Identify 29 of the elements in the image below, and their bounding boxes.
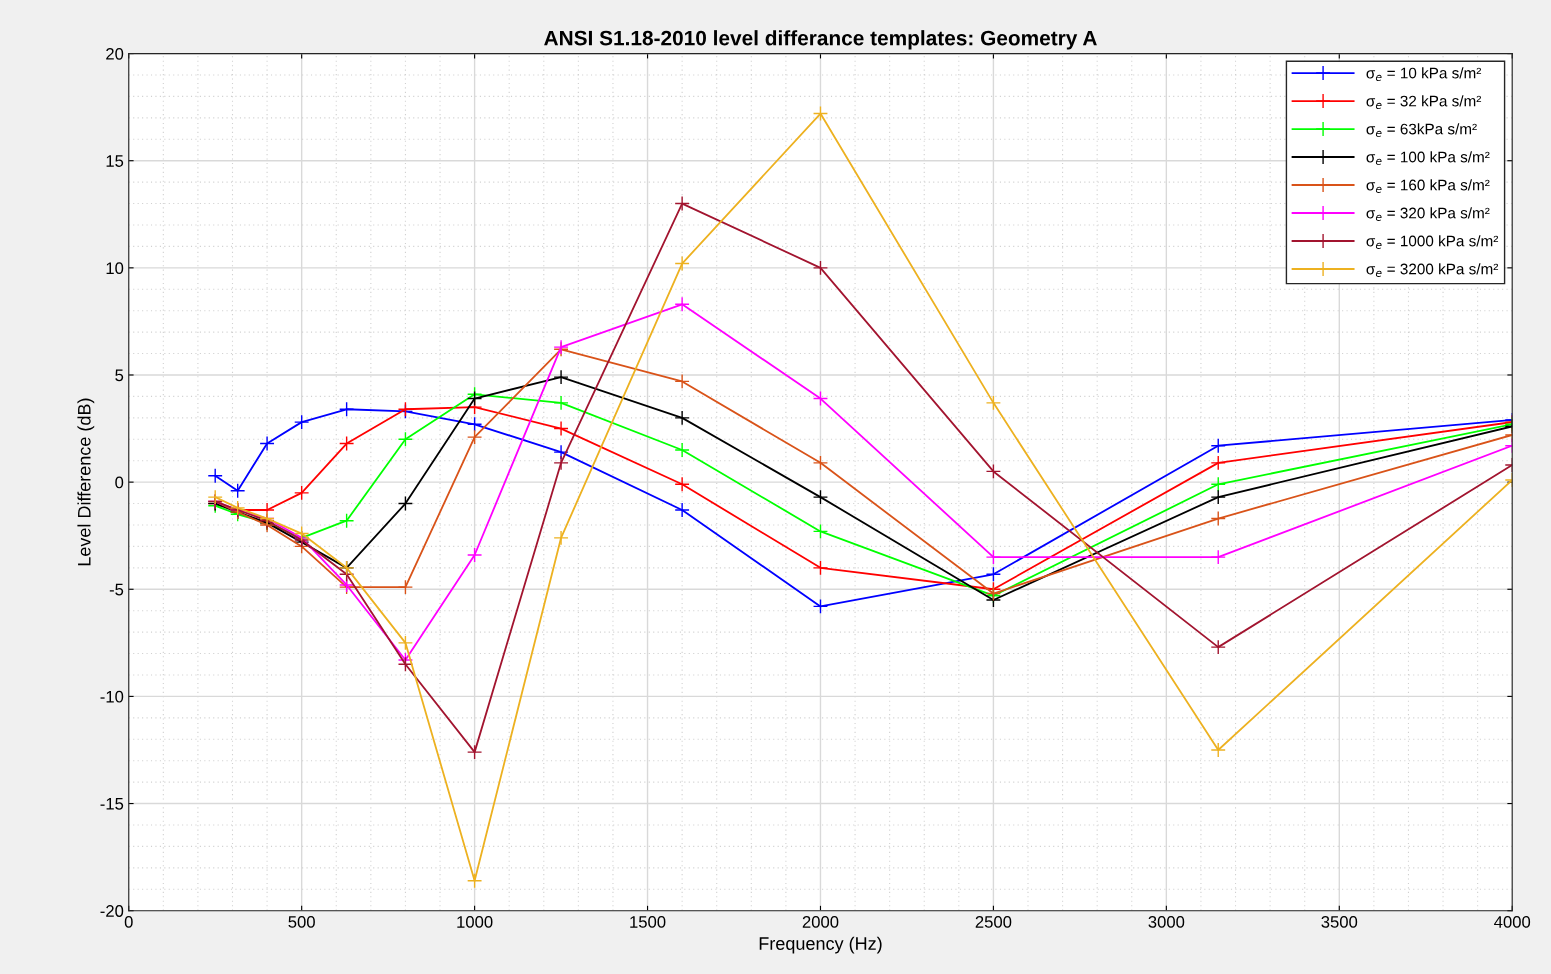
legend-label: σ$_{e}$ = 32 kPa s/m² bbox=[1366, 95, 1482, 109]
y-tick-label: -15 bbox=[100, 798, 124, 810]
y-tick-label: -10 bbox=[100, 690, 124, 703]
y-tick-label: 10 bbox=[106, 262, 124, 275]
y-tick-label: 0 bbox=[115, 476, 124, 489]
x-tick-label: 4000 bbox=[1494, 915, 1531, 928]
x-tick-label: 3000 bbox=[1148, 915, 1185, 928]
y-tick-label: 20 bbox=[106, 47, 124, 60]
legend-label: σ$_{e}$ = 10 kPa s/m² bbox=[1366, 67, 1482, 81]
y-axis-title: Level Difference (dB) bbox=[77, 398, 95, 566]
y-tick-label: -5 bbox=[109, 583, 124, 596]
y-tick-label: -20 bbox=[100, 905, 124, 917]
x-tick-label: 1500 bbox=[630, 915, 666, 928]
legend-label: σ$_{e}$ = 3200 kPa s/m² bbox=[1366, 263, 1499, 277]
legend-label: σ$_{e}$ = 1000 kPa s/m² bbox=[1366, 235, 1499, 249]
legend-label: σ$_{e}$ = 160 kPa s/m² bbox=[1366, 179, 1490, 193]
chart-title: ANSI S1.18-2010 level differance templates: Geometry A bbox=[544, 30, 1097, 50]
x-tick-label: 2500 bbox=[975, 915, 1012, 928]
x-tick-label: 500 bbox=[288, 915, 315, 928]
x-axis-title: Frequency (Hz) bbox=[759, 936, 882, 954]
x-tick-label: 2000 bbox=[802, 915, 839, 928]
y-tick-label: 5 bbox=[115, 369, 124, 382]
legend-label: σ$_{e}$ = 63kPa s/m² bbox=[1366, 123, 1477, 137]
x-tick-label: 1000 bbox=[457, 915, 493, 928]
legend-label: σ$_{e}$ = 320 kPa s/m² bbox=[1366, 207, 1490, 221]
y-tick-label: 15 bbox=[106, 155, 124, 167]
legend-label: σ$_{e}$ = 100 kPa s/m² bbox=[1366, 151, 1490, 165]
x-tick-label: 0 bbox=[124, 915, 133, 928]
x-tick-label: 3500 bbox=[1321, 915, 1358, 928]
